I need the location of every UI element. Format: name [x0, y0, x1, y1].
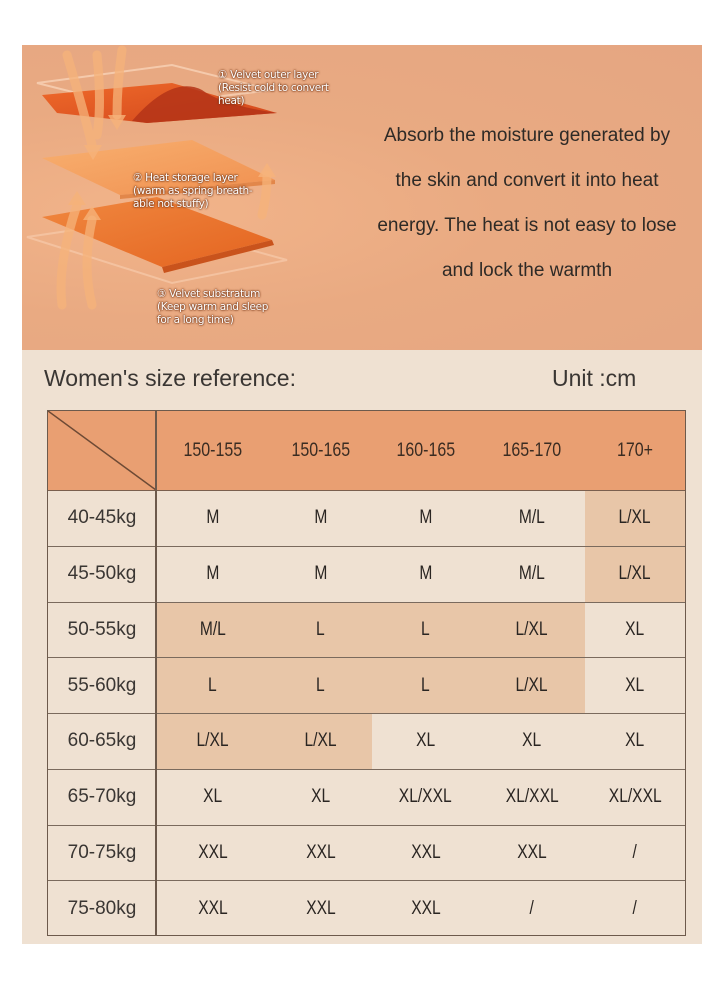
highlight-block-60-65 — [156, 713, 372, 769]
weight-label: 45-50kg — [67, 563, 137, 585]
size-cell: L/XL — [618, 507, 652, 529]
layer-3-label: ③ Velvet substratum (Keep warm and sleep… — [157, 288, 268, 327]
size-cell: M/L — [519, 507, 545, 529]
size-cell: L — [316, 674, 325, 696]
size-cell: XXL — [197, 898, 228, 920]
table-row: 55-60kg L L L L/XL XL — [48, 658, 685, 714]
size-cell: L — [316, 618, 325, 640]
weight-label: 75-80kg — [67, 898, 137, 920]
diagonal-corner-icon — [48, 411, 156, 491]
size-cell: XXL — [305, 898, 336, 920]
layer-2-detail-line-1: (warm as spring breath- — [133, 185, 253, 197]
product-info-card: ① Velvet outer layer (Resist cold to con… — [22, 45, 702, 944]
weight-column-divider — [155, 411, 157, 935]
layer-3-title: ③ Velvet substratum — [157, 288, 261, 300]
size-cell: L — [421, 674, 430, 696]
table-row: 75-80kg XXL XXL XXL / / — [48, 881, 685, 937]
size-cell: XXL — [305, 841, 336, 863]
size-cell: XL — [202, 786, 223, 808]
size-cell: L/XL — [304, 730, 337, 752]
table-row: 60-65kg L/XL L/XL XL XL XL — [48, 714, 685, 770]
table-row: 70-75kg XXL XXL XXL XXL / — [48, 826, 685, 882]
size-cell: XXL — [197, 841, 228, 863]
layer-2-detail-line-2: able not stuffy) — [133, 198, 209, 210]
height-header-1: 150-155 — [183, 438, 242, 461]
weight-label: 50-55kg — [67, 618, 137, 640]
size-cell: XXL — [517, 841, 547, 863]
size-cell: XL — [625, 730, 645, 752]
height-header-3: 160-165 — [396, 438, 455, 461]
table-row: 40-45kg M M M M/L L/XL — [48, 491, 685, 547]
weight-label: 60-65kg — [67, 730, 137, 752]
size-cell: M — [419, 563, 432, 585]
size-cell: / — [529, 898, 535, 920]
size-cell: M — [206, 507, 219, 529]
table-row: 45-50kg M M M M/L L/XL — [48, 547, 685, 603]
size-cell: XL — [522, 730, 542, 752]
fabric-banner: ① Velvet outer layer (Resist cold to con… — [22, 45, 702, 350]
weight-label: 55-60kg — [67, 674, 137, 696]
size-cell: XXL — [410, 841, 441, 863]
weight-label: 40-45kg — [67, 507, 137, 529]
size-cell: L/XL — [515, 618, 549, 640]
height-header-2: 150-165 — [291, 438, 350, 461]
table-header-row: 150-155 150-165 160-165 165-170 170+ — [48, 411, 685, 491]
size-cell: M — [419, 507, 432, 529]
size-cell: XL — [310, 786, 331, 808]
weight-label: 65-70kg — [67, 786, 137, 808]
table-row: 65-70kg XL XL XL/XXL XL/XXL XL/XXL — [48, 770, 685, 826]
description-line-2: the skin and convert it into heat — [395, 170, 659, 191]
layer-2-label: ② Heat storage layer (warm as spring bre… — [133, 172, 253, 211]
layer-2-title: ② Heat storage layer — [133, 172, 238, 184]
size-chart-title: Women's size reference: — [44, 365, 296, 391]
weight-label: 70-75kg — [67, 841, 137, 863]
table-row: 50-55kg M/L L L L/XL XL — [48, 603, 685, 659]
size-cell: L — [421, 618, 430, 640]
size-cell: XL — [625, 618, 645, 640]
size-cell: L — [208, 674, 217, 696]
layer-3-detail-line-2: for a long time) — [157, 314, 234, 326]
fabric-layers-illustration-icon — [26, 45, 288, 310]
size-cell: / — [632, 898, 638, 920]
size-chart-unit: Unit :cm — [552, 365, 637, 391]
description-line-3: energy. The heat is not easy to lose — [377, 215, 677, 236]
layer-1-detail-line-2: heat) — [218, 95, 245, 107]
fabric-description: Absorb the moisture generated by the ski… — [352, 113, 702, 293]
size-cell: L/XL — [515, 674, 549, 696]
layer-1-detail-line-1: (Resist cold to convert — [218, 82, 329, 94]
size-cell: L/XL — [618, 563, 652, 585]
description-line-1: Absorb the moisture generated by — [383, 125, 671, 146]
size-cell: XL — [415, 730, 436, 752]
layer-1-title: ① Velvet outer layer — [218, 69, 319, 81]
size-cell: L/XL — [196, 730, 229, 752]
table-body: 40-45kg M M M M/L L/XL 45-50kg M M M M/L… — [48, 491, 685, 937]
size-chart-table: 150-155 150-165 160-165 165-170 170+ 40-… — [47, 410, 686, 936]
size-cell: XL/XXL — [505, 786, 559, 808]
size-cell: XL/XXL — [608, 786, 662, 808]
height-header-5: 170+ — [616, 438, 654, 461]
size-cell: XXL — [410, 898, 441, 920]
size-cell: XL/XXL — [399, 786, 452, 808]
size-cell: M — [314, 507, 327, 529]
size-cell: M — [206, 563, 219, 585]
layer-1-label: ① Velvet outer layer (Resist cold to con… — [218, 69, 329, 108]
height-header-4: 165-170 — [502, 438, 562, 461]
layer-3-detail-line-1: (Keep warm and sleep — [157, 301, 269, 313]
size-cell: XL — [625, 674, 645, 696]
size-cell: / — [632, 841, 638, 863]
size-cell: M/L — [199, 618, 226, 640]
size-cell: M — [314, 563, 327, 585]
description-line-4: and lock the warmth — [441, 260, 613, 281]
size-cell: M/L — [519, 563, 545, 585]
